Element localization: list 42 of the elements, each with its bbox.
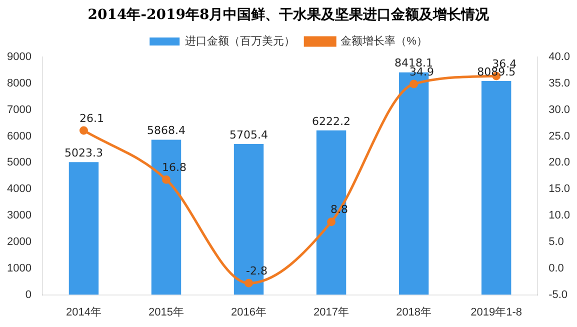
y2-tick-label: 40.0 — [548, 51, 570, 64]
y-tick-label: 0 — [25, 288, 32, 301]
bar — [68, 162, 99, 295]
y-tick-label: 4000 — [6, 183, 32, 196]
legend-label: 金额增长率（%） — [340, 34, 428, 48]
y2-tick-label: 25.0 — [548, 130, 570, 142]
y2-tick-label: 15.0 — [548, 183, 570, 196]
chart-title: 2014年-2019年8月中国鲜、干水果及坚果进口金额及增长情况 — [86, 6, 490, 25]
x-tick-label: 2019年1-8 — [470, 306, 522, 318]
point — [244, 278, 254, 288]
y2-tick-label: 35.0 — [548, 77, 570, 90]
y-tick-label: 2000 — [6, 236, 32, 248]
data-label: 6222.2 — [312, 114, 351, 128]
y-tick-label: 7000 — [6, 104, 32, 116]
y-tick-label: 6000 — [6, 130, 32, 142]
y2-tick-label: 20.0 — [548, 156, 570, 169]
y-tick-label: 5000 — [6, 156, 32, 169]
y-tick-label: 3000 — [6, 210, 32, 222]
y-tick-label: 1000 — [6, 262, 32, 274]
point — [79, 126, 88, 135]
point — [162, 175, 170, 184]
x-tick-label: 2015年 — [148, 306, 184, 318]
legend-label: 进口金额（百万美元） — [185, 34, 296, 48]
y2-tick-label: 10.0 — [548, 210, 570, 222]
data-label: 5705.4 — [230, 128, 268, 142]
y-tick-label: 8000 — [6, 77, 32, 90]
x-tick-label: 2016年 — [231, 306, 267, 318]
point — [327, 218, 336, 226]
x-tick-label: 2014年 — [66, 306, 102, 318]
y2-tick-label: 5.0 — [548, 236, 564, 248]
x-tick-label: 2018年 — [396, 306, 432, 318]
y2-tick-label: 0.0 — [548, 262, 564, 274]
data-label: 5868.4 — [147, 124, 186, 138]
y2-tick-label: -5.0 — [548, 288, 568, 301]
bar — [316, 130, 346, 295]
x-tick-label: 2017年 — [314, 306, 350, 318]
y2-tick-label: 30.0 — [548, 104, 570, 116]
bar — [481, 81, 512, 295]
data-label: 5023.3 — [64, 146, 103, 160]
y-tick-label: 9000 — [6, 51, 32, 64]
data-label: 26.1 — [79, 112, 104, 125]
point — [410, 80, 418, 88]
